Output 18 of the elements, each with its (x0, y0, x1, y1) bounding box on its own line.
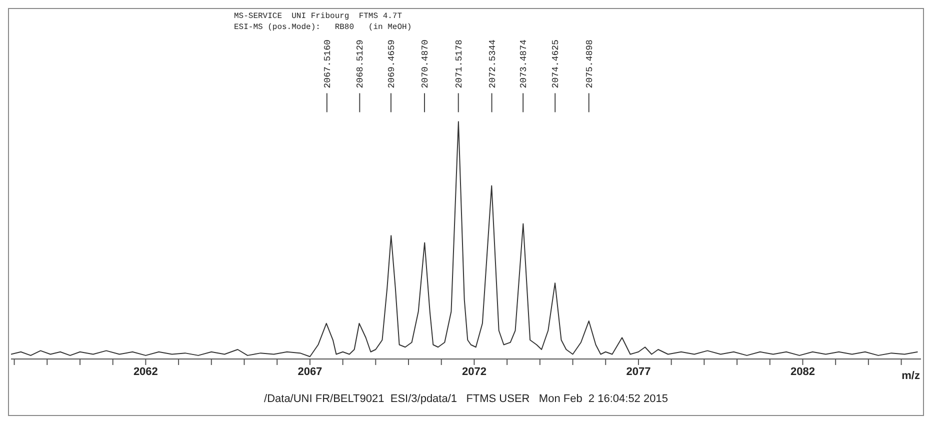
annotation: 2074.4625 (551, 40, 562, 88)
x-tick-label: 2082 (790, 366, 815, 378)
annotation: 2072.5344 (488, 40, 498, 88)
annotation: 2070.4870 (420, 40, 431, 88)
chart-title: MS-SERVICE UNI Fribourg FTMS 4.7T (234, 11, 404, 22)
annotation: 2073.4874 (519, 40, 530, 88)
x-axis-title: m/z (902, 370, 920, 382)
annotation: 2068.5129 (356, 40, 366, 88)
text: /Data/UNI FR/BELT9021 ESI/3/pdata/1 FTMS USER Mon Feb 2 16:04:52 2015 (263, 393, 669, 405)
annotation: 2075.4898 (584, 40, 595, 88)
x-tick-label: 2067 (298, 366, 322, 378)
annotation: 2067.5160 (322, 40, 333, 88)
x-tick-label: 2072 (462, 366, 486, 378)
annotation: 2071.5178 (454, 40, 464, 88)
annotation: 2069.4659 (386, 40, 397, 88)
x-tick-label: 2062 (133, 366, 158, 378)
chart-subtitle: ESI-MS (pos.Mode): RB80 (in MeOH) (234, 22, 412, 33)
x-tick-label: 2077 (626, 366, 651, 378)
